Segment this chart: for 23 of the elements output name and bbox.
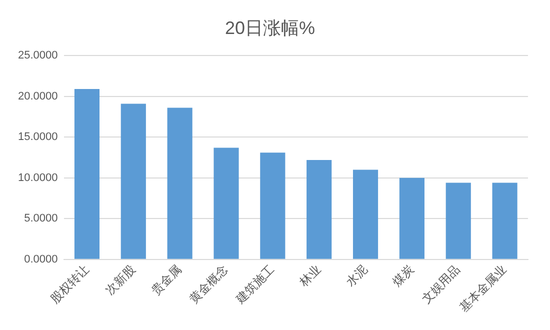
x-tick-label: 贵金属 (148, 262, 184, 298)
bar (352, 170, 378, 259)
bar (306, 160, 332, 259)
bar (74, 89, 100, 259)
x-tick-label: 水泥 (343, 262, 370, 289)
chart-title: 20日涨幅% (224, 18, 316, 38)
bar (260, 152, 286, 259)
bar (214, 148, 239, 259)
y-tick-label: 15.0000 (18, 131, 58, 144)
y-tick-label: 20.0000 (18, 90, 58, 102)
x-tick-label: 次新股 (102, 262, 138, 298)
x-tick-label: 黄金概念 (186, 262, 231, 306)
y-tick-label: 25.0000 (18, 50, 58, 62)
x-tick-label: 林业 (296, 262, 324, 290)
y-tick-label: 10.0000 (18, 172, 58, 184)
bar (492, 182, 518, 259)
bar (399, 178, 424, 259)
bar (120, 104, 146, 259)
bar (446, 182, 471, 259)
x-tick-label: 建筑施工 (232, 262, 278, 307)
y-tick-label: 5.0000 (24, 212, 58, 225)
bar (167, 108, 192, 259)
x-tick-label: 煤炭 (390, 262, 416, 289)
